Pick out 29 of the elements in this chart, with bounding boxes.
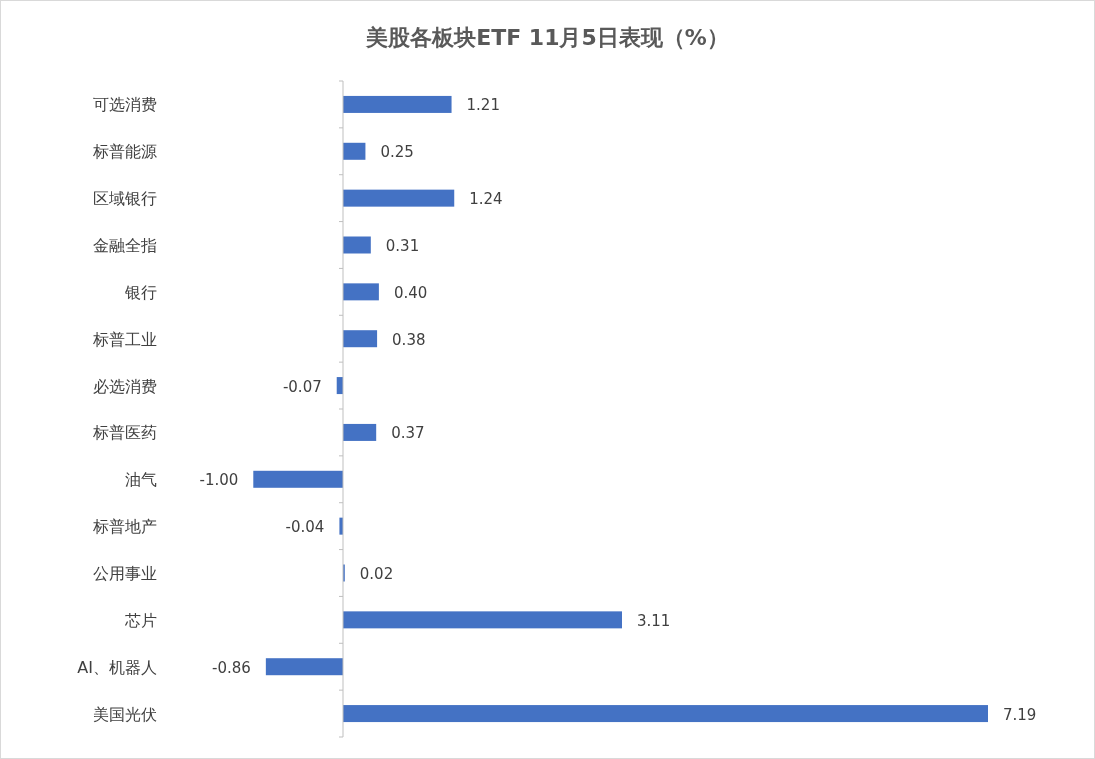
y-tick-label: 标普地产 <box>92 517 157 537</box>
y-tick-label: 芯片 <box>124 610 157 630</box>
y-tick-label: 银行 <box>124 282 157 302</box>
data-label: -0.04 <box>285 518 325 537</box>
y-tick-label: 公用事业 <box>93 564 157 583</box>
y-tick-label: 必选消费 <box>93 376 157 396</box>
y-tick-label: 可选消费 <box>93 95 157 115</box>
data-label: 0.31 <box>385 237 420 255</box>
chart-title: 美股各板块ETF 11月5日表现（%） <box>365 25 729 50</box>
data-label: 0.38 <box>392 330 426 349</box>
data-label: -1.00 <box>199 471 239 490</box>
data-label: 0.40 <box>393 283 428 302</box>
data-label: 0.37 <box>391 424 425 443</box>
data-label: 0.25 <box>380 143 414 162</box>
data-label: 0.02 <box>359 565 394 583</box>
data-label: 1.21 <box>466 96 500 115</box>
y-tick-label: 区域银行 <box>93 189 157 209</box>
data-label: -0.07 <box>282 377 322 396</box>
y-tick-label: AI、机器人 <box>77 657 157 677</box>
y-tick-label: 美国光伏 <box>93 704 157 724</box>
y-tick-label: 标普能源 <box>92 142 157 162</box>
y-tick-label: 标普医药 <box>92 423 157 443</box>
data-label: 3.11 <box>636 611 671 630</box>
data-label: 1.24 <box>469 190 503 209</box>
data-label: 7.19 <box>1003 705 1037 724</box>
y-tick-label: 油气 <box>125 470 157 490</box>
y-tick-label: 标普工业 <box>92 329 157 349</box>
y-tick-label: 金融全指 <box>93 236 157 255</box>
data-label: -0.86 <box>212 658 251 677</box>
